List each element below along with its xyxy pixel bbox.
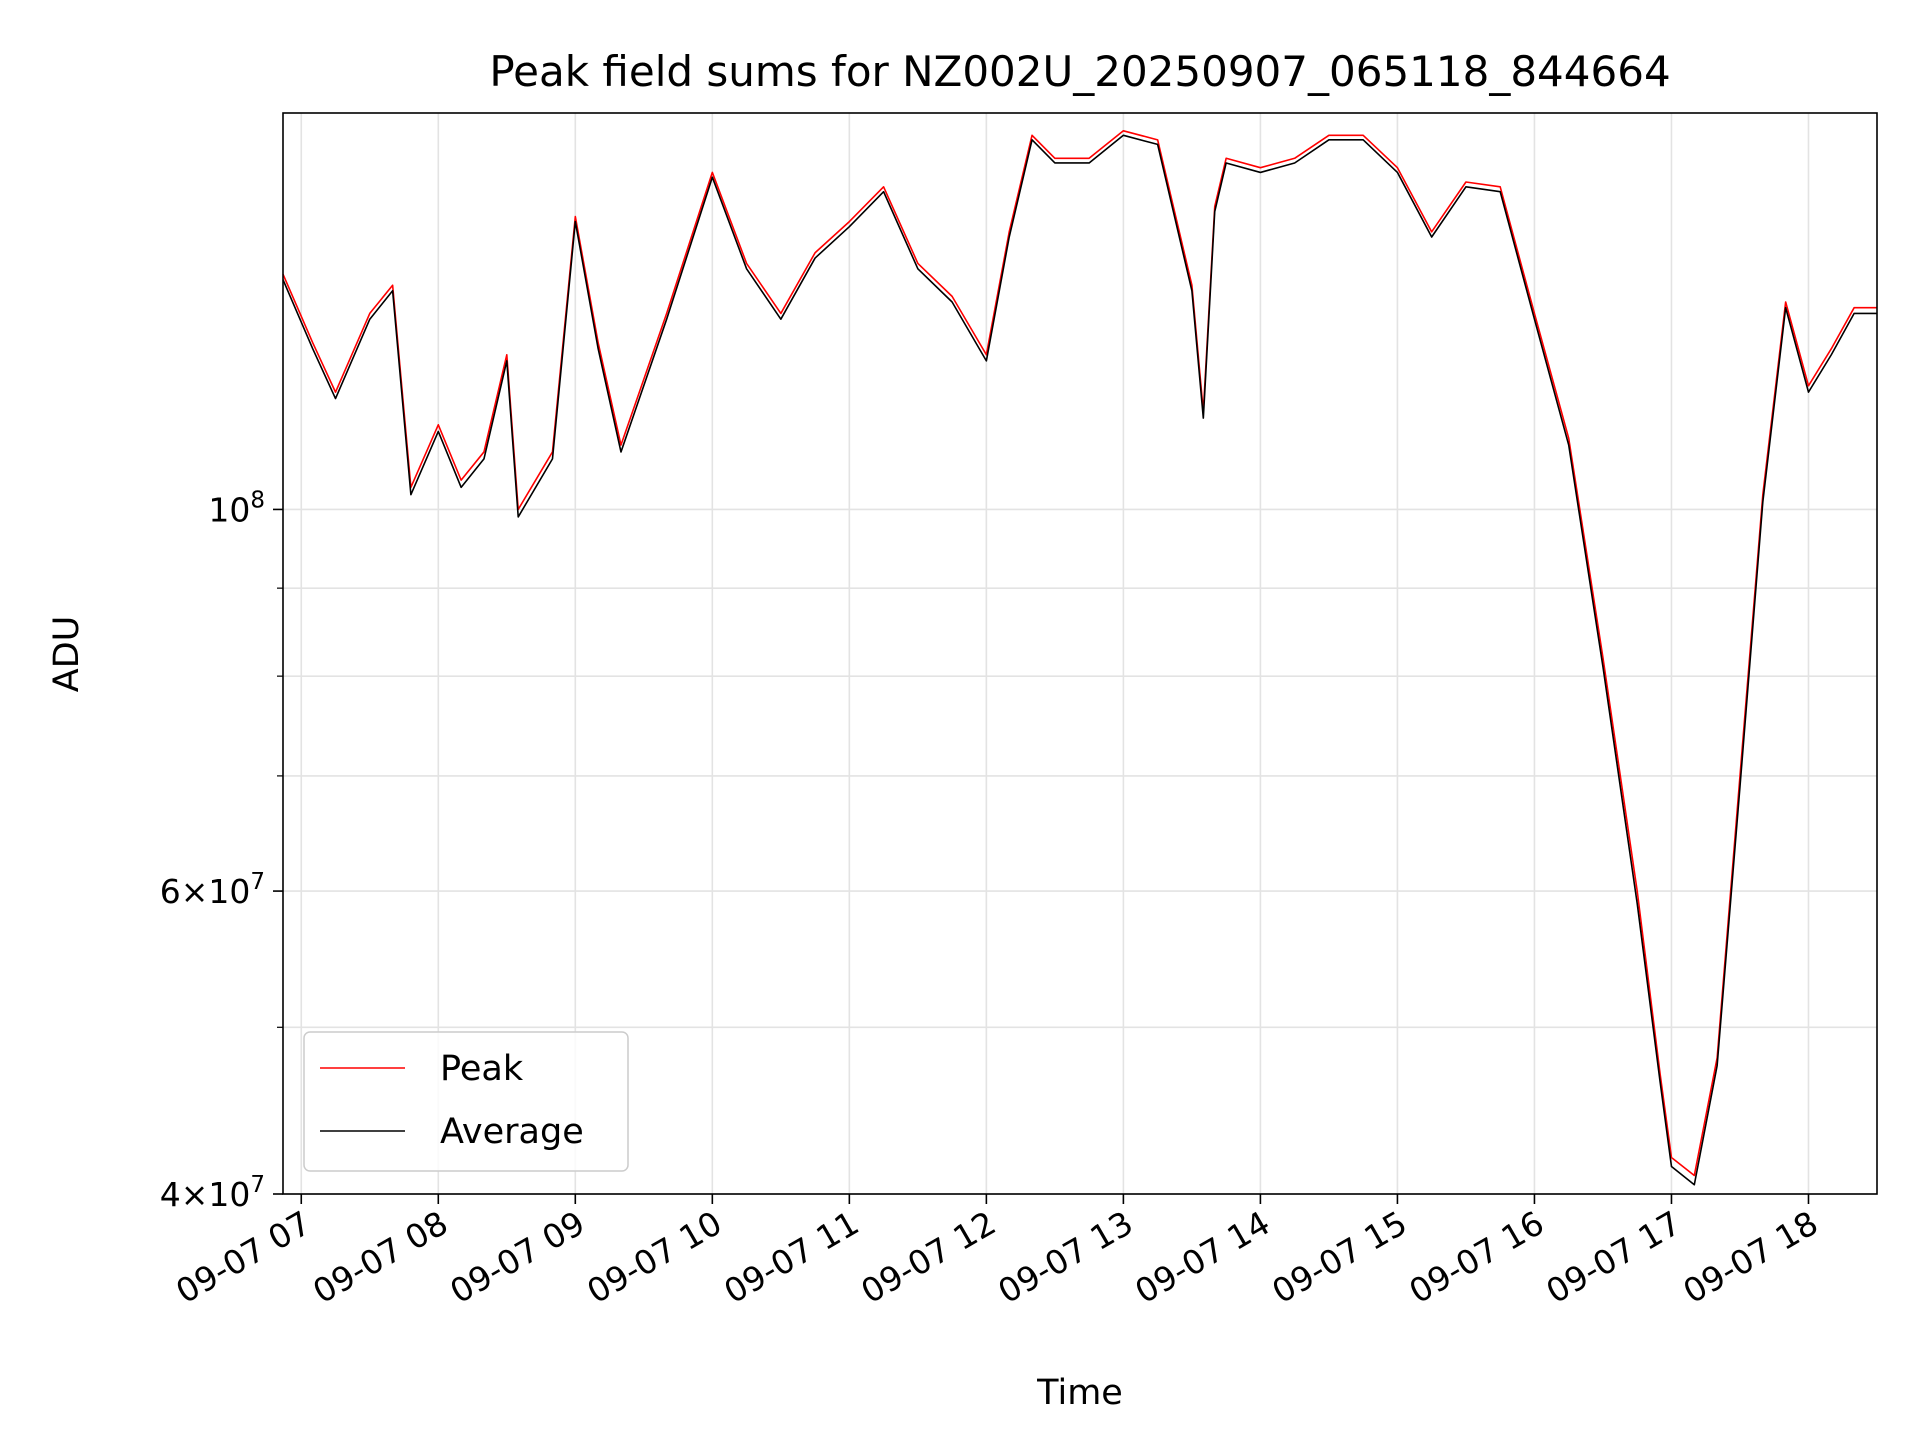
legend-label-peak: Peak: [440, 1049, 524, 1089]
y-axis-label: ADU: [47, 616, 87, 693]
y-tick-label: 108: [208, 487, 265, 529]
series-line-average: [282, 134, 1877, 1186]
series-layer: [282, 129, 1877, 1186]
y-tick-label: 6×107: [160, 869, 265, 911]
y-axis: 4×107 6×107 108: [160, 487, 283, 1214]
legend-label-average: Average: [440, 1112, 584, 1152]
y-tick-label: 4×107: [160, 1172, 265, 1214]
plot-area: [283, 113, 1877, 1194]
plot-frame: [282, 112, 1878, 1195]
legend-box: [303, 1031, 629, 1172]
chart-title: Peak field sums for NZ002U_20250907_0651…: [489, 47, 1670, 96]
x-axis-label: Time: [1036, 1373, 1123, 1413]
legend: Peak Average: [303, 1031, 629, 1172]
